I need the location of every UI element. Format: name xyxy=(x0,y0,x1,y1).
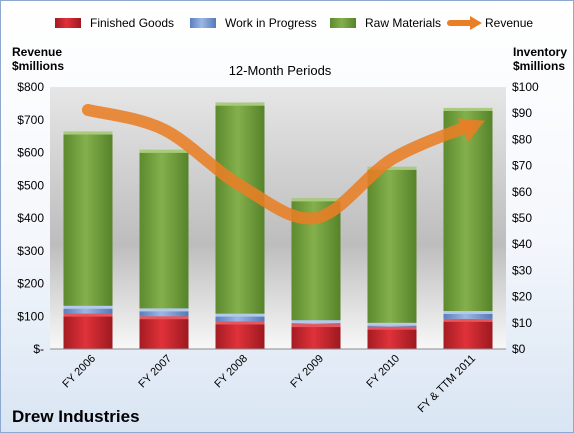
bar-finished-goods xyxy=(215,321,265,349)
bar-cap xyxy=(291,324,341,328)
bar-work-in-progress xyxy=(139,308,189,317)
bar-cap xyxy=(215,102,265,106)
left-tick-label: $400 xyxy=(17,211,44,225)
company-name: Drew Industries xyxy=(12,407,140,426)
right-tick-label: $40 xyxy=(512,237,532,251)
left-tick-label: $300 xyxy=(17,244,44,258)
bar-cap xyxy=(215,313,265,317)
legend-swatch xyxy=(330,18,356,28)
left-tick-label: $700 xyxy=(17,113,44,127)
legend-label: Revenue xyxy=(485,16,533,30)
right-tick-label: $20 xyxy=(512,290,532,304)
legend-label: Raw Materials xyxy=(365,16,441,30)
revenue-line-arrowhead xyxy=(457,118,485,143)
plot-area xyxy=(50,87,506,349)
right-tick-label: $30 xyxy=(512,263,532,277)
bar-cap xyxy=(63,313,113,317)
right-tick-label: $60 xyxy=(512,185,532,199)
right-tick-label: $80 xyxy=(512,132,532,146)
right-tick-label: $100 xyxy=(512,80,539,94)
bar-raw-materials xyxy=(367,166,417,323)
bar-cap xyxy=(63,305,113,309)
legend-label: Finished Goods xyxy=(90,16,174,30)
bar-finished-goods xyxy=(139,316,189,349)
legend-swatch xyxy=(55,18,81,28)
bar-cap xyxy=(291,198,341,202)
bar-finished-goods xyxy=(291,324,341,349)
right-tick-label: $0 xyxy=(512,342,526,356)
left-tick-label: $200 xyxy=(17,277,44,291)
right-axis-label-line1: Inventory xyxy=(513,45,567,59)
bar-cap xyxy=(367,326,417,330)
right-axis-label-line2: $millions xyxy=(513,59,565,73)
left-tick-label: $800 xyxy=(17,80,44,94)
revenue-line xyxy=(82,103,474,225)
bar-work-in-progress xyxy=(63,305,113,314)
chart-title: 12-Month Periods xyxy=(229,63,332,78)
bar-work-in-progress xyxy=(215,313,265,322)
legend-swatch xyxy=(190,18,216,28)
right-tick-label: $70 xyxy=(512,159,532,173)
bar-work-in-progress xyxy=(443,311,493,319)
left-tick-label: $500 xyxy=(17,178,44,192)
bar-cap xyxy=(367,322,417,326)
bar-finished-goods xyxy=(63,313,113,349)
right-tick-label: $10 xyxy=(512,316,532,330)
left-tick-label: $600 xyxy=(17,146,44,160)
bar-cap xyxy=(63,131,113,135)
right-tick-label: $90 xyxy=(512,106,532,120)
bar-series xyxy=(63,102,493,349)
bar-cap xyxy=(139,149,189,153)
left-tick-label: $100 xyxy=(17,309,44,323)
bar-cap xyxy=(291,320,341,324)
left-tick-label: $- xyxy=(33,342,44,356)
legend-item-work-in-progress: Work in Progress xyxy=(190,16,317,30)
bar-cap xyxy=(215,321,265,325)
bar-cap xyxy=(139,308,189,312)
legend-label: Work in Progress xyxy=(225,16,317,30)
right-tick-label: $50 xyxy=(512,211,532,225)
bar-raw-materials xyxy=(215,102,265,314)
bar-cap xyxy=(139,316,189,320)
legend-item-finished-goods: Finished Goods xyxy=(55,16,174,30)
bar-cap xyxy=(443,107,493,111)
legend: Finished Goods Work in Progress Raw Materi… xyxy=(55,16,533,30)
bar-finished-goods xyxy=(443,318,493,349)
bar-cap xyxy=(367,166,417,170)
bar-raw-materials xyxy=(63,131,113,306)
bar-cap xyxy=(443,318,493,322)
revenue-line-series xyxy=(82,103,485,225)
legend-swatch-arrow xyxy=(470,16,482,30)
left-axis-label-line1: Revenue xyxy=(12,45,62,59)
left-axis-ticks: $- $100 $200 $300 $400 $500 $600 $700 $800 xyxy=(17,80,44,356)
left-axis-label-line2: $millions xyxy=(12,59,64,73)
legend-item-raw-materials: Raw Materials xyxy=(330,16,441,30)
legend-item-revenue: Revenue xyxy=(447,16,533,30)
bar-raw-materials xyxy=(139,149,189,309)
right-axis-ticks: $0 $10 $20 $30 $40 $50 $60 $70 $80 $90 $100 xyxy=(512,80,539,356)
bar-finished-goods xyxy=(367,326,417,349)
bar-cap xyxy=(443,311,493,315)
